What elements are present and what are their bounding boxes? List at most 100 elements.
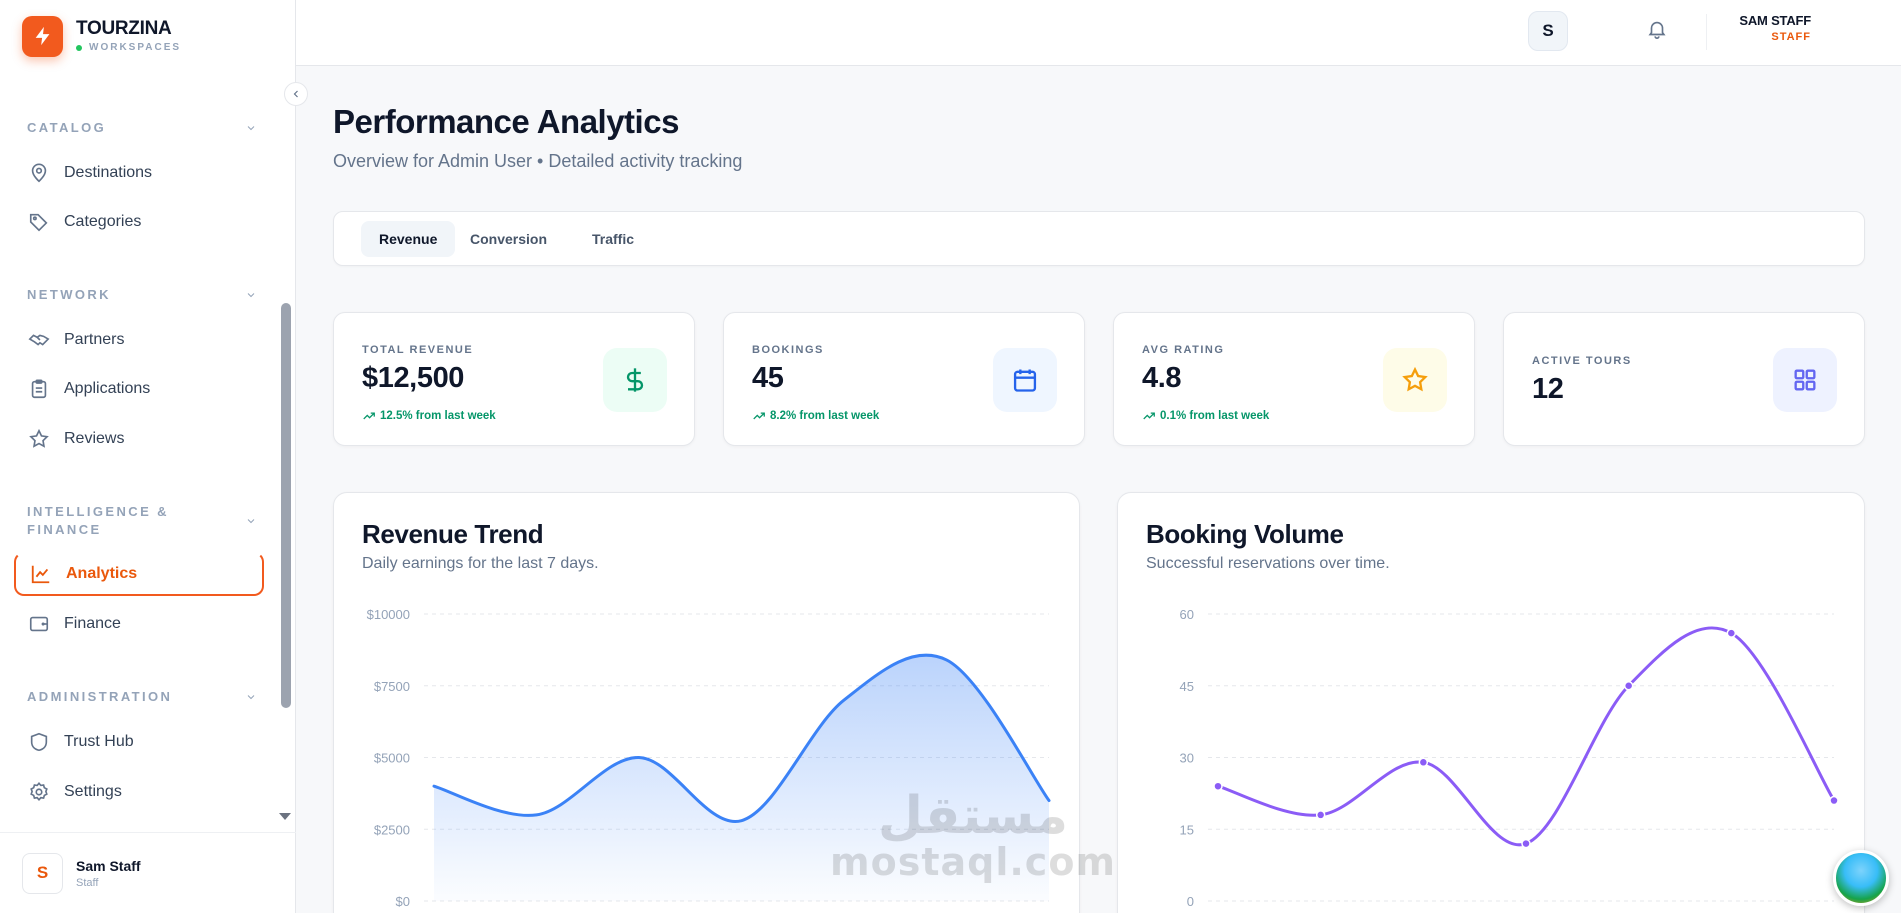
star-icon (1383, 348, 1447, 412)
series-line (432, 653, 1051, 823)
chart-title: Booking Volume (1146, 519, 1344, 549)
trending-up-icon (1143, 412, 1155, 420)
calendar-icon (993, 348, 1057, 412)
sidebar-item-trust-hub[interactable]: Trust Hub (14, 720, 264, 764)
chevron-left-icon (293, 90, 298, 98)
sidebar-item-reviews[interactable]: Reviews (14, 417, 264, 461)
avatar[interactable]: S (1528, 11, 1568, 51)
status-dot (76, 44, 82, 51)
stat-value: $12,500 (362, 362, 465, 394)
section-administration[interactable]: ADMINISTRATION (27, 689, 257, 704)
sidebar-scrollbar[interactable] (281, 303, 291, 708)
data-point (1315, 810, 1326, 820)
chevron-down-icon (247, 519, 255, 524)
page-subtitle: Overview for Admin User • Detailed activ… (333, 151, 743, 171)
stat-card-active-tours: ACTIVE TOURS 12 (1503, 312, 1865, 446)
stat-value: 45 (752, 362, 784, 394)
sidebar-item-applications[interactable]: Applications (14, 367, 264, 411)
stat-value: 4.8 (1142, 362, 1182, 394)
chart-card-revenue-trend: $0$2500$5000$7500$10000MonTueWedThuFriSa… (333, 492, 1080, 913)
map-pin-icon (31, 163, 47, 183)
stat-label: ACTIVE TOURS (1532, 355, 1632, 367)
y-tick-label: $10000 (367, 607, 410, 622)
y-tick-label: 0 (1187, 894, 1194, 909)
divider (1706, 14, 1707, 50)
floating-action-button[interactable] (1833, 850, 1889, 906)
brand-name: TOURZINA (76, 18, 172, 39)
grid-icon (1773, 348, 1837, 412)
stat-card-avg-rating: AVG RATING 4.8 0.1% from last week (1113, 312, 1475, 446)
sidebar-nav: CATALOG Destinations Categories NETWORK … (0, 90, 296, 830)
bell-icon[interactable] (1646, 18, 1668, 40)
wallet-icon (29, 616, 49, 632)
sidebar-item-analytics[interactable]: Analytics (14, 552, 264, 596)
avatar: S (22, 852, 63, 894)
page-title: Performance Analytics (333, 103, 679, 140)
stat-label: AVG RATING (1142, 344, 1225, 356)
topbar-user-name: SAM STAFF (1739, 13, 1811, 28)
chart-card-booking-volume: 015304560MonTueWedThuFriSatSun Booking V… (1117, 492, 1865, 913)
gear-icon (30, 782, 48, 802)
collapse-sidebar-button[interactable] (284, 82, 308, 106)
tab-revenue[interactable]: Revenue (361, 221, 456, 257)
section-intelligence-finance[interactable]: INTELLIGENCE & FINANCE (27, 503, 257, 539)
y-tick-label: $5000 (374, 751, 410, 766)
sidebar-item-destinations[interactable]: Destinations (14, 151, 264, 195)
chart-subtitle: Daily earnings for the last 7 days. (362, 555, 599, 572)
sidebar-item-partners[interactable]: Partners (14, 318, 264, 362)
tab-conversion[interactable]: Conversion (470, 231, 548, 247)
booking-volume-chart: 015304560MonTueWedThuFriSatSun (1180, 607, 1839, 909)
stat-change: 8.2% from last week (752, 409, 879, 423)
brand[interactable]: TOURZINA WORKSPACES (22, 15, 181, 57)
y-tick-label: $0 (396, 894, 410, 909)
y-tick-label: 45 (1180, 679, 1194, 694)
sidebar-item-finance[interactable]: Finance (14, 602, 264, 646)
stat-card-bookings: BOOKINGS 45 8.2% from last week (723, 312, 1085, 446)
clipboard-icon (31, 379, 47, 399)
stat-label: TOTAL REVENUE (362, 344, 474, 356)
topbar-user-role: STAFF (1771, 31, 1811, 43)
stat-label: BOOKINGS (752, 344, 824, 356)
data-point (1623, 681, 1634, 691)
trending-up-icon (753, 412, 765, 420)
sidebar-item-categories[interactable]: Categories (14, 200, 264, 244)
section-network[interactable]: NETWORK (27, 287, 257, 302)
tab-traffic[interactable]: Traffic (592, 231, 635, 247)
stat-change: 0.1% from last week (1142, 409, 1269, 423)
sidebar-item-settings[interactable]: Settings (14, 770, 264, 814)
y-tick-label: $2500 (374, 822, 410, 837)
topbar: SAM STAFF STAFF (296, 0, 1901, 66)
data-point (1726, 628, 1737, 638)
chevron-down-icon (247, 125, 255, 130)
chevron-down-icon (247, 292, 255, 297)
topbar-user[interactable]: SAM STAFF STAFF (1739, 13, 1811, 43)
stat-change: 12.5% from last week (362, 409, 496, 423)
chart-subtitle: Successful reservations over time. (1146, 555, 1390, 572)
area-fill (434, 655, 1049, 901)
dollar-icon (603, 348, 667, 412)
data-point (1213, 781, 1223, 791)
brand-sub: WORKSPACES (89, 42, 182, 53)
shield-icon (30, 732, 48, 752)
trending-up-icon (363, 412, 375, 420)
bolt-icon (22, 15, 63, 57)
section-catalog[interactable]: CATALOG (27, 120, 257, 135)
tabs-bar: Revenue Conversion Traffic (333, 211, 1865, 266)
scroll-down-arrow[interactable] (279, 813, 291, 820)
user-name: Sam Staff (76, 857, 141, 874)
user-role: Staff (76, 876, 99, 889)
y-tick-label: 30 (1180, 751, 1194, 766)
sidebar: TOURZINA WORKSPACES CATALOG Destinations… (0, 0, 296, 913)
y-tick-label: 60 (1180, 607, 1194, 622)
stat-value: 12 (1532, 373, 1564, 405)
y-tick-label: $7500 (374, 679, 410, 694)
revenue-trend-chart: $0$2500$5000$7500$10000MonTueWedThuFriSa… (367, 607, 1051, 909)
stat-card-total-revenue: TOTAL REVENUE $12,500 12.5% from last we… (333, 312, 695, 446)
sidebar-user[interactable]: S Sam Staff Staff (0, 832, 296, 913)
y-tick-label: 15 (1180, 822, 1194, 837)
chart-title: Revenue Trend (362, 519, 544, 549)
star-icon (29, 428, 49, 448)
handshake-icon (28, 334, 50, 346)
data-point (1521, 838, 1531, 849)
watermark: مستقل mostaql.com (830, 786, 1117, 884)
